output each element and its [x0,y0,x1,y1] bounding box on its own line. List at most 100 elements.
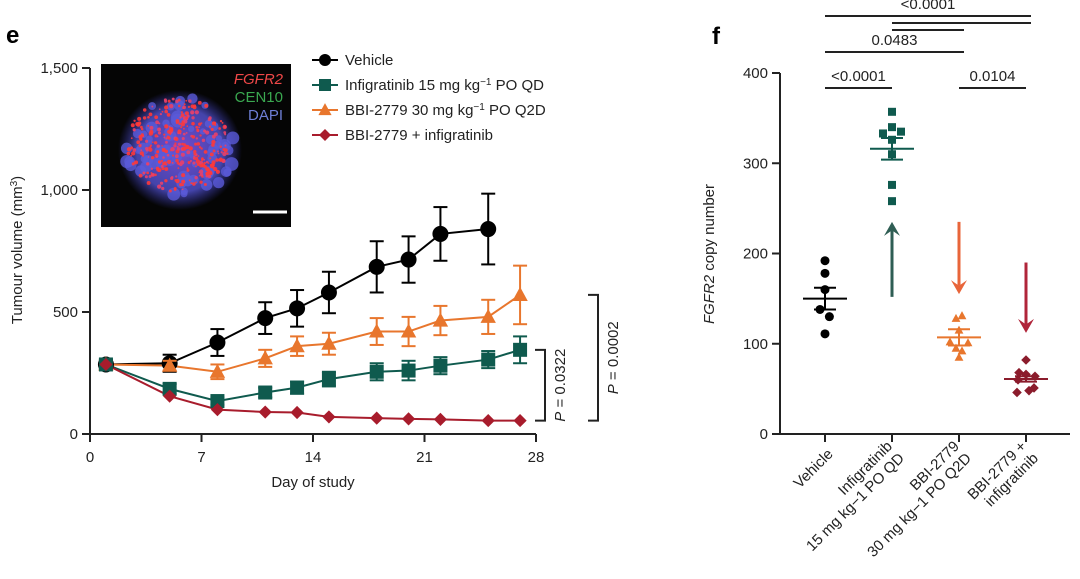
series-line-0 [105,228,489,366]
fgfr2-signal-dot [164,179,168,183]
data-point [162,381,177,396]
y-axis-title-sup: 3 [9,180,20,186]
data-point [321,372,336,387]
fgfr2-signal-dot [198,174,201,177]
fgfr2-signal-dot [213,121,217,125]
fgfr2-signal-dot [171,154,175,157]
fgfr2-signal-dot [223,131,227,134]
legend-marker [319,79,331,91]
data-point [210,403,225,417]
fgfr2-signal-dot [149,125,154,130]
fgfr2-signal-dot [175,119,180,124]
data-point [401,363,416,378]
fgfr2-signal-dot [167,99,171,103]
fgfr2-signal-dot [156,168,160,172]
fgfr2-signal-dot [209,157,212,160]
fgfr2-signal-dot [166,159,172,164]
fgfr2-signal-dot [173,144,177,148]
fgfr2-signal-dot [198,169,204,174]
f-y-tick-label: 200 [743,246,768,263]
fgfr2-signal-dot [197,100,202,105]
fgfr2-signal-dot [142,116,147,120]
fgfr2-signal-dot [194,110,199,115]
fgfr2-signal-dot [151,172,155,177]
y-axis-title-main: Tumour volume (mm [9,186,26,324]
fgfr2-signal-dot [171,97,175,101]
data-point [945,337,955,346]
fgfr2-signal-dot [181,179,186,184]
fgfr2-signal-dot [167,136,171,140]
fgfr2-signal-dot [203,182,207,186]
data-point [1021,369,1031,380]
p-value-label: P = 0.0322 [552,349,569,422]
fgfr2-signal-dot [144,139,149,143]
fgfr2-signal-dot [173,188,177,191]
fgfr2-signal-dot [144,175,148,179]
fgfr2-signal-dot [194,156,199,161]
legend-marker [319,129,331,141]
fgfr2-signal-dot [198,122,202,126]
fgfr2-signal-dot [199,172,204,177]
fgfr2-signal-dot [195,181,197,184]
fgfr2-signal-dot [181,188,184,191]
data-point [1014,367,1024,378]
fgfr2-signal-dot [201,163,206,168]
dapi-blob [224,157,239,171]
fgfr2-signal-dot [192,123,195,126]
fgfr2-signal-dot [139,125,143,129]
fgfr2-signal-dot [214,124,217,127]
data-point [1030,371,1040,382]
fgfr2-signal-dot [162,156,165,159]
fgfr2-signal-dot [134,160,139,165]
x-tick-label: 21 [416,449,433,466]
data-point [258,385,273,400]
data-point [258,405,272,419]
x-tick-label: 28 [528,449,545,466]
fgfr2-signal-dot [160,159,164,163]
data-point [161,357,178,372]
fgfr2-signal-dot [180,113,185,118]
legend-label-sup: −1 [480,77,492,88]
data-point [289,338,305,353]
fgfr2-signal-dot [185,99,188,102]
fgfr2-signal-dot [146,181,151,185]
data-point [209,334,226,351]
data-point [368,258,385,275]
fgfr2-signal-dot [164,124,169,129]
fgfr2-signal-dot [154,173,157,177]
fgfr2-signal-dot [165,163,168,166]
significance-label: 0.0104 [970,68,1016,85]
fgfr2-signal-dot [192,161,196,165]
fgfr2-signal-dot [178,104,181,108]
fgfr2-signal-dot [193,155,196,158]
fgfr2-signal-dot [195,125,199,129]
data-point [369,364,384,379]
category-label-line: Vehicle [790,446,836,492]
data-point [433,412,448,426]
fgfr2-signal-dot [167,129,172,134]
data-point [954,325,964,334]
fgfr2-signal-dot [156,144,160,148]
data-point [322,410,336,424]
data-point [888,123,896,132]
panel-letter-e: e [6,22,19,49]
legend-label-sup: −1 [473,102,485,113]
fgfr2-signal-dot [180,126,183,129]
fgfr2-signal-dot [183,119,188,124]
inset-label-fgfr2: FGFR2 [234,71,284,88]
fgfr2-signal-dot [170,176,174,180]
fgfr2-signal-dot [163,136,166,139]
fgfr2-signal-dot [153,141,158,145]
dapi-blob [124,159,137,172]
fgfr2-signal-dot [130,137,133,140]
significance-label: 0.0483 [872,32,918,49]
data-point [290,380,305,395]
fgfr2-signal-dot [179,116,182,119]
fgfr2-signal-dot [182,105,186,110]
fgfr2-signal-dot [130,154,133,157]
fgfr2-signal-dot [166,153,170,157]
fgfr2-signal-dot [205,174,209,178]
fgfr2-signal-dot [164,109,168,114]
fgfr2-signal-dot [154,115,159,120]
